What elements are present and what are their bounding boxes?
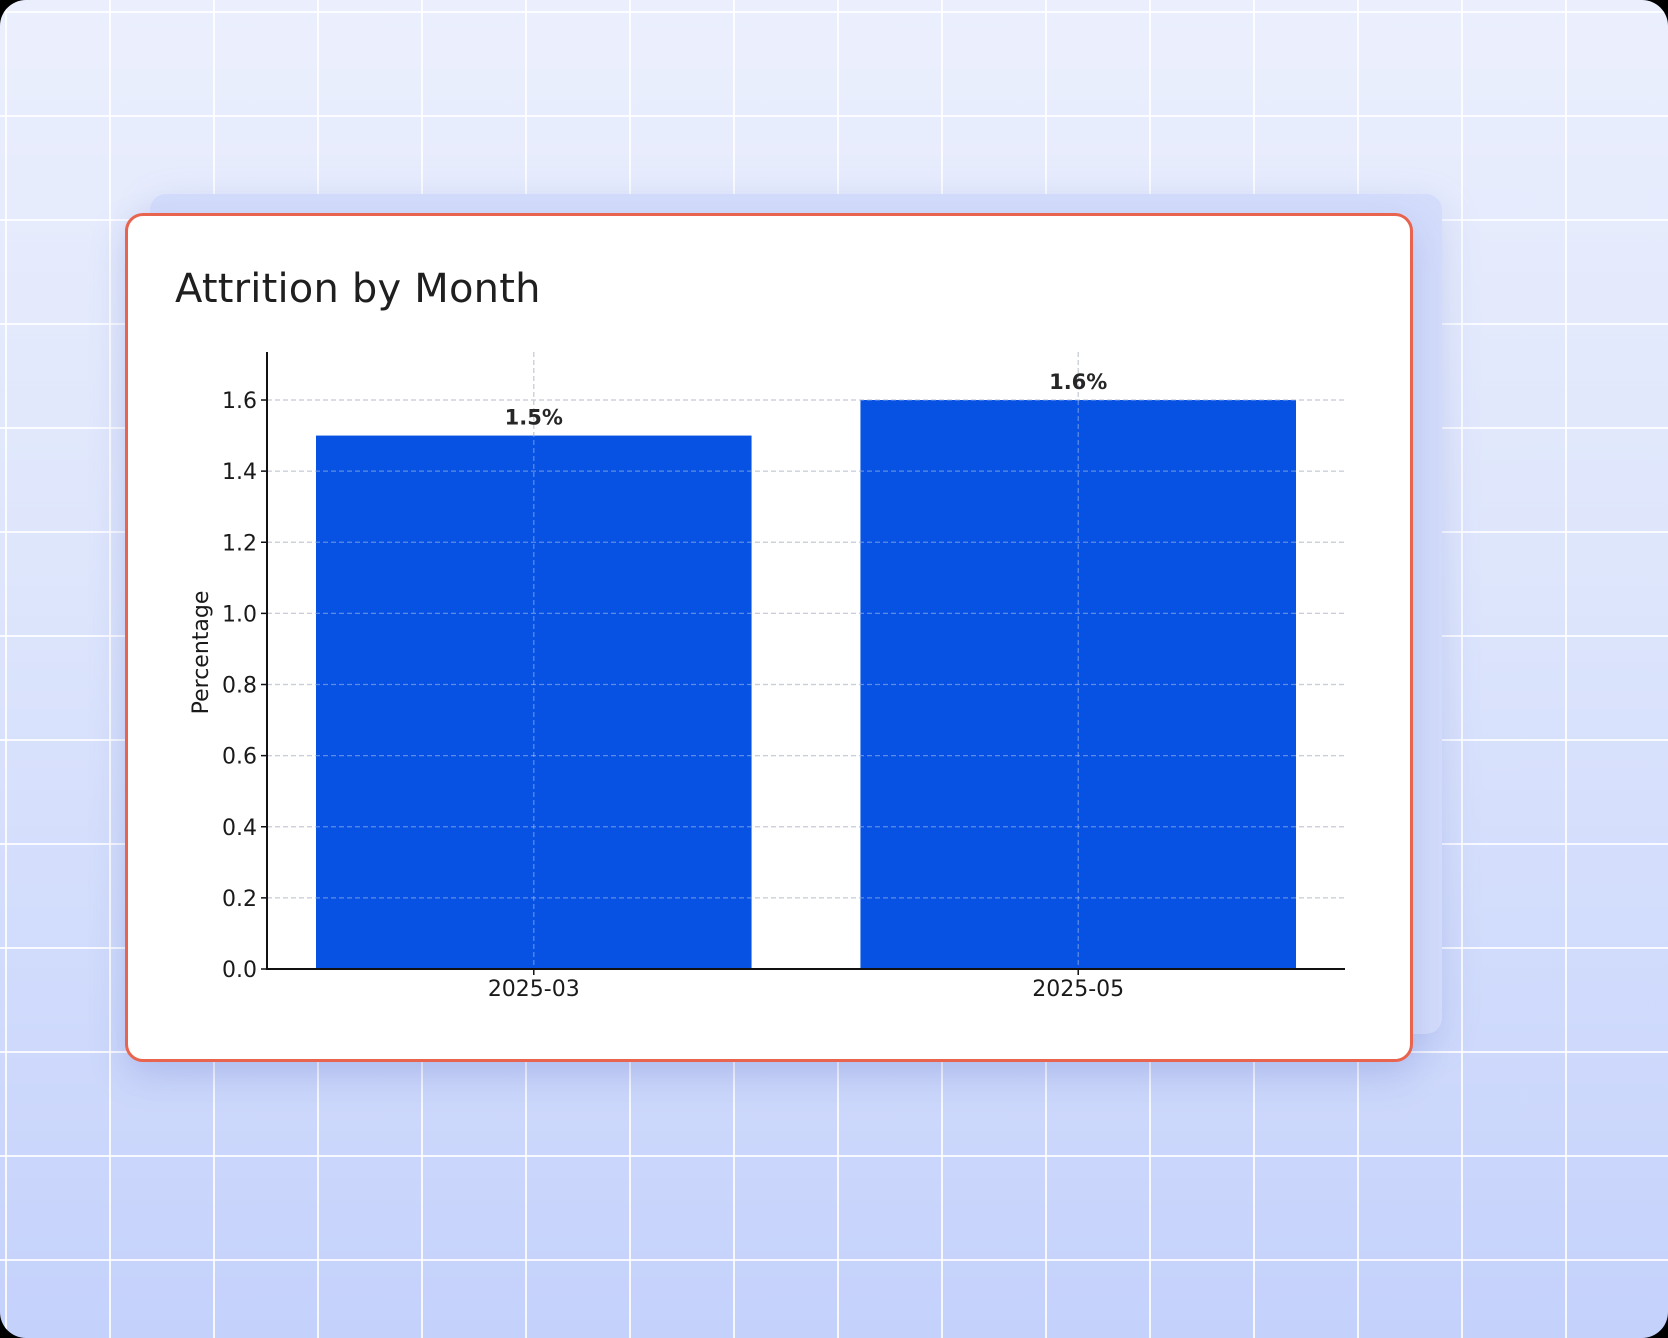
y-tick-label: 0.0 xyxy=(222,958,257,983)
y-tick-label: 1.2 xyxy=(222,531,257,556)
bars xyxy=(316,400,1296,969)
x-tick-label: 2025-03 xyxy=(488,977,580,1002)
bar-value-label: 1.5% xyxy=(505,406,563,430)
bar-value-label: 1.6% xyxy=(1049,370,1107,394)
y-tick-label: 0.8 xyxy=(222,674,257,699)
bar-2025-03 xyxy=(316,435,752,969)
y-tick-label: 1.0 xyxy=(222,602,257,627)
x-tick-label: 2025-05 xyxy=(1032,977,1124,1002)
y-axis-title: Percentage xyxy=(189,591,214,715)
bar-2025-05 xyxy=(860,400,1296,969)
axes xyxy=(261,352,1345,975)
y-tick-label: 0.2 xyxy=(222,887,257,912)
y-tick-label: 1.6 xyxy=(222,389,257,414)
chart-title: Attrition by Month xyxy=(175,266,541,312)
y-tick-label: 0.6 xyxy=(222,745,257,770)
labels: 0.0 0.2 0.4 0.6 0.8 1.0 1.2 1.4 1.6 1.5% 2025-03 1.… xyxy=(189,370,1124,1002)
gridlines-overlay xyxy=(267,352,1345,969)
y-tick-label: 1.4 xyxy=(222,460,257,485)
y-tick-label: 0.4 xyxy=(222,816,257,841)
